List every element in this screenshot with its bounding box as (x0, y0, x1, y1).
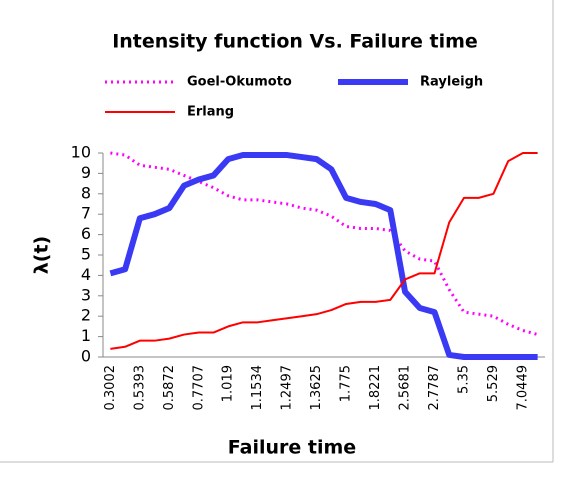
x-tick-label: 1.1534 (250, 365, 265, 411)
y-tick-label: 7 (81, 204, 91, 223)
x-tick-label: 1.3625 (309, 365, 324, 411)
y-tick-label: 9 (81, 163, 91, 182)
x-tick-label: 2.7787 (427, 365, 442, 411)
legend-label: Erlang (187, 105, 234, 120)
y-tick-label: 5 (81, 245, 91, 264)
x-tick-label: 0.5393 (132, 365, 147, 411)
y-tick-label: 8 (81, 183, 91, 202)
chart-title: Intensity function Vs. Failure time (112, 31, 478, 53)
legend-label: Goel-Okumoto (187, 75, 292, 90)
x-tick-label: 5.35 (456, 365, 471, 394)
legend-label: Rayleigh (420, 75, 483, 90)
x-tick-label: 0.3002 (103, 365, 118, 411)
x-tick-label: 2.5681 (398, 365, 413, 411)
series-line (110, 152, 538, 350)
x-tick-label: 1.8221 (368, 365, 383, 411)
y-tick-label: 1 (81, 326, 91, 345)
x-tick-label: 7.0449 (515, 365, 530, 411)
y-tick-label: 0 (81, 347, 91, 366)
x-axis-title: Failure time (228, 437, 356, 459)
x-tick-label: 1.2497 (280, 365, 295, 411)
y-axis-title: λ(t) (31, 236, 53, 274)
x-tick-label: 1.019 (221, 365, 236, 402)
x-tick-label: 1.775 (339, 365, 354, 402)
series-line (110, 151, 539, 337)
y-tick-label: 4 (81, 265, 91, 284)
x-tick-label: 0.5872 (162, 365, 177, 411)
y-tick-label: 3 (81, 285, 91, 304)
y-tick-label: 2 (81, 306, 91, 325)
x-tick-label: 0.7707 (191, 365, 206, 411)
y-tick-label: 10 (71, 143, 91, 162)
series-line (109, 152, 538, 360)
y-tick-label: 6 (81, 224, 91, 243)
x-tick-label: 5.529 (486, 365, 501, 402)
